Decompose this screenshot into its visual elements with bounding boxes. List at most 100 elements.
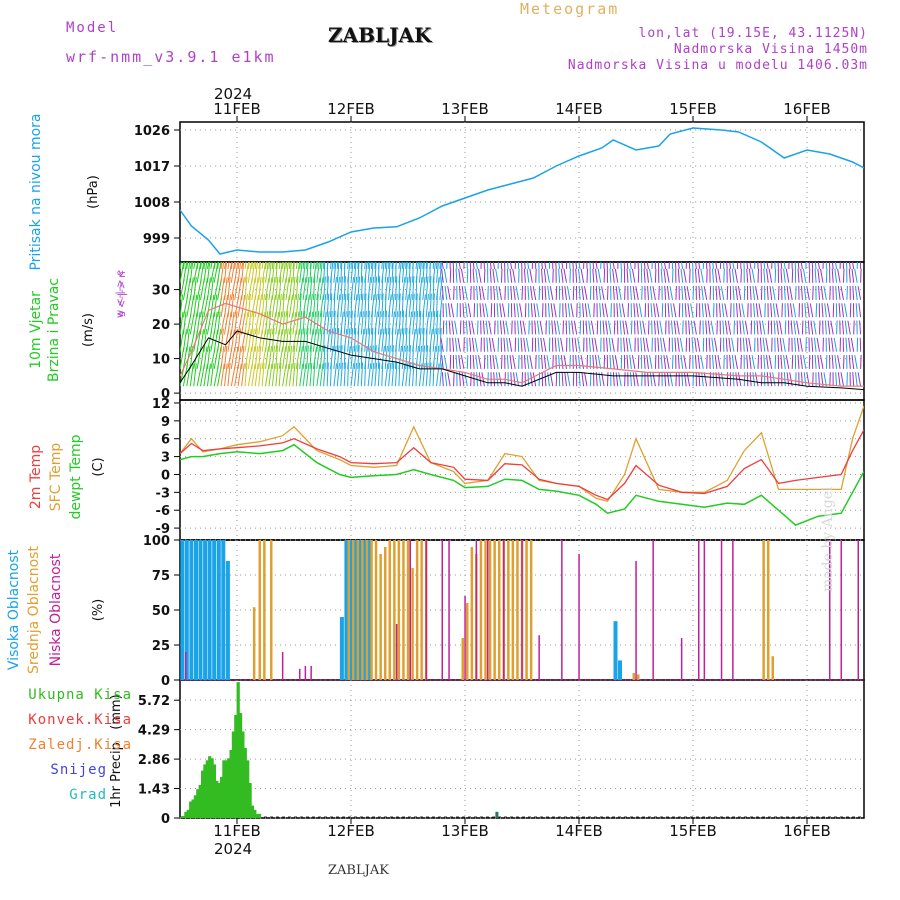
cloud-bar-1 xyxy=(470,547,474,680)
cloud-bar-1 xyxy=(498,540,501,680)
cloud-bar-0 xyxy=(198,540,203,680)
model-name: wrf-nmm_v3.9.1 e1km xyxy=(66,48,276,66)
temp-ylabel-dewpt: dewpt Temp xyxy=(68,434,84,519)
temperature-y-tick-3: 3 xyxy=(161,451,170,466)
cloud-bar-1 xyxy=(397,540,401,680)
cloud-bar-0 xyxy=(367,540,372,680)
precip-bar xyxy=(182,815,186,818)
cloud-bar-0 xyxy=(203,540,208,680)
cloud-bar-0 xyxy=(339,617,344,680)
coords: lon,lat (19.15E, 43.1125N) xyxy=(638,26,868,41)
temperature-y-tick-5: -3 xyxy=(156,486,170,501)
precip-bar xyxy=(224,760,228,818)
legend-precip-total: Ukupna Kisa xyxy=(28,687,132,703)
cloud-bar-1 xyxy=(767,540,770,680)
x-tick-bottom-3: 14FEB xyxy=(555,822,602,840)
temp-ylabel-sfc: SFC Temp xyxy=(48,443,64,512)
wind-speed-line xyxy=(180,330,864,391)
clouds-y-tick-0: 100 xyxy=(143,534,170,549)
cloud-bar-1 xyxy=(374,540,378,680)
cloud-bar-2 xyxy=(299,668,301,680)
precip-bar xyxy=(191,799,195,818)
precip-bar xyxy=(241,731,245,818)
axis-labels: 11FEB 12FEB 13FEB 14FEB 15FEB 16FEB 11FEB 12FEB… xyxy=(6,100,831,840)
cloud-bar-2 xyxy=(448,540,450,680)
cloud-bar-0 xyxy=(613,621,618,680)
cloud-bar-2 xyxy=(635,561,637,680)
cloud-bar-0 xyxy=(362,540,367,680)
precip-unit: (mm) xyxy=(109,694,124,729)
precip-bar xyxy=(248,783,252,818)
cloud-bar-1 xyxy=(263,540,266,680)
cloud-bar-2 xyxy=(680,638,683,680)
pressure-line xyxy=(180,127,864,255)
cloud-bar-1 xyxy=(461,638,464,680)
cloud-bar-1 xyxy=(384,547,387,680)
x-tick-top-1: 12FEB xyxy=(327,100,374,118)
precip-bar xyxy=(217,783,221,818)
pressure-y-tick-0: 999 xyxy=(143,232,170,247)
cloud-bar-2 xyxy=(487,540,489,680)
cloud-bar-0 xyxy=(212,540,217,680)
x-tick-bottom-2: 13FEB xyxy=(441,822,488,840)
precip-bar xyxy=(212,764,216,818)
cloud-bar-0 xyxy=(353,540,358,680)
cloud-bar-0 xyxy=(225,561,230,680)
cloud-bar-1 xyxy=(252,607,256,680)
temperature-y-tick-6: -6 xyxy=(156,504,170,519)
cloud-bar-0 xyxy=(221,540,226,680)
legend-precip-grad: Grad xyxy=(69,787,107,803)
cloud-bar-1 xyxy=(352,540,355,680)
model-label: Model xyxy=(66,20,119,36)
precip-bar xyxy=(253,809,257,818)
cloud-bar-1 xyxy=(258,540,261,680)
cloud-bar-0 xyxy=(207,540,212,680)
cloud-bar-2 xyxy=(310,666,312,680)
sfc-temp-line xyxy=(180,405,864,503)
precip-bar xyxy=(220,776,224,818)
clouds-y-tick-1: 75 xyxy=(152,569,170,584)
cloud-bar-1 xyxy=(493,540,496,680)
pressure-unit: (hPa) xyxy=(86,175,101,209)
footer-station: ZABLJAK xyxy=(328,863,389,878)
precip-bar xyxy=(205,760,209,818)
cloud-bar-1 xyxy=(771,656,774,680)
clouds-y-tick-3: 25 xyxy=(152,639,170,654)
cloud-bar-0 xyxy=(349,540,353,680)
cloud-bar-1 xyxy=(484,540,487,680)
precip-bar xyxy=(210,758,214,818)
x-tick-top-2: 13FEB xyxy=(441,100,488,118)
cloud-bar-2 xyxy=(652,540,654,680)
cloud-bar-2 xyxy=(281,652,284,680)
precip-bar xyxy=(231,731,235,818)
cloud-ylabel-low: Niska Oblacnost xyxy=(48,553,64,666)
precip-bar xyxy=(184,811,188,818)
station-title: ZABLJAK xyxy=(328,23,432,47)
precip-bar xyxy=(198,785,202,818)
watermark: made by Angel xyxy=(820,486,836,593)
year-bottom: 2024 xyxy=(214,840,253,858)
cloud-bar-2 xyxy=(475,540,478,680)
cloud-bar-0 xyxy=(194,540,198,680)
cloud-bar-2 xyxy=(698,540,700,680)
cloud-bar-1 xyxy=(762,540,765,680)
cloud-bar-2 xyxy=(720,540,723,680)
cloud-bar-0 xyxy=(216,540,221,680)
precip-bar xyxy=(236,682,240,818)
panel-frames xyxy=(174,116,865,824)
temperature-y-tick-4: 0 xyxy=(161,468,170,483)
cloud-bar-1 xyxy=(402,540,405,680)
pressure-y-tick-3: 1026 xyxy=(134,124,170,139)
precip-bar xyxy=(257,813,262,818)
cloud-bar-1 xyxy=(411,568,414,680)
wind-y-tick-2: 20 xyxy=(152,318,170,333)
cloud-bar-2 xyxy=(857,540,859,680)
precip-bar xyxy=(222,760,226,818)
x-tick-bottom-5: 16FEB xyxy=(783,822,830,840)
cloud-bar-2 xyxy=(185,652,187,680)
x-tick-bottom-0: 11FEB xyxy=(213,822,260,840)
temp-unit: (C) xyxy=(91,457,106,476)
meteogram-title: Meteogram xyxy=(520,0,620,18)
precip-bar xyxy=(243,748,247,818)
cloud-bar-1 xyxy=(488,540,492,680)
